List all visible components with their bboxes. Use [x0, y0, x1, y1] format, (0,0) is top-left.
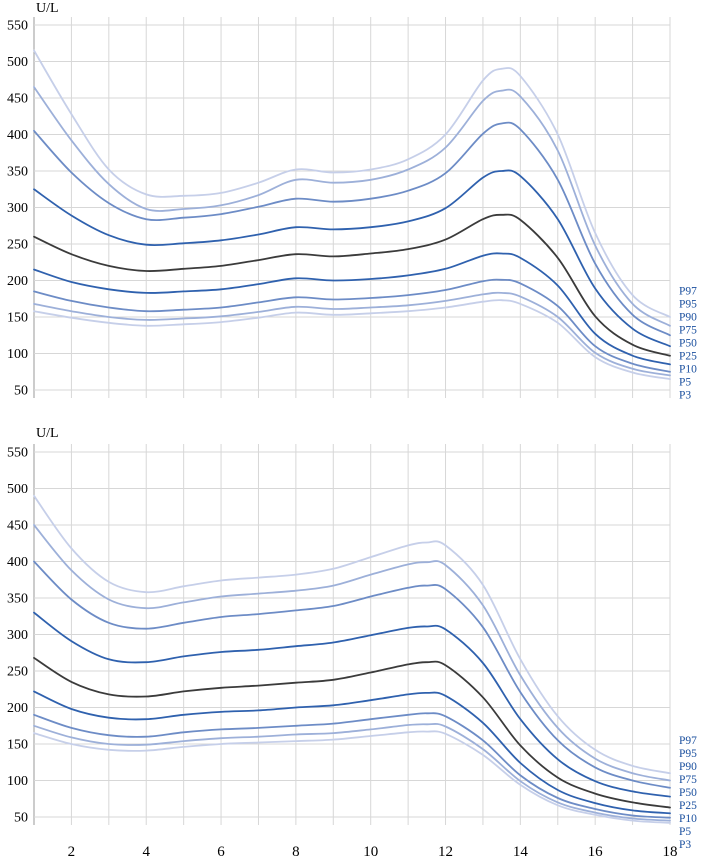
curve-p10 [33, 278, 671, 373]
curve-p3 [33, 299, 671, 380]
y-tick-label: 100 [7, 774, 28, 789]
y-tick-label: 100 [7, 347, 28, 362]
percentile-label-p95: P95 [679, 298, 697, 310]
y-tick-label: 400 [7, 555, 28, 570]
y-tick-label: 350 [7, 165, 28, 180]
percentile-label-p3: P3 [679, 839, 691, 851]
curve-p50 [33, 657, 671, 809]
percentile-label-p97: P97 [679, 735, 697, 747]
percentile-label-p95: P95 [679, 748, 697, 760]
x-tick-label: 16 [588, 844, 604, 860]
percentile-label-p5: P5 [679, 826, 691, 838]
curve-p25 [33, 252, 671, 366]
y-tick-label: 50 [14, 811, 28, 826]
curve-p3 [33, 730, 671, 824]
y-tick-label: 450 [7, 519, 28, 534]
percentile-label-p75: P75 [679, 324, 697, 336]
percentile-label-p50: P50 [679, 787, 697, 799]
chart-panel-top: U/L 550 500 450 400 350 300 250 200 150 100 50 P97 P… [0, 0, 704, 420]
x-tick-label: 6 [217, 844, 225, 860]
curve-p95 [33, 86, 671, 327]
percentile-label-p5: P5 [679, 376, 691, 388]
y-tick-label: 150 [7, 311, 28, 326]
x-tick-label: 8 [292, 844, 300, 860]
y-tick-label: 250 [7, 665, 28, 680]
x-tick-label: 4 [142, 844, 150, 860]
y-tick-label: 450 [7, 92, 28, 107]
y-axis-unit-label: U/L [36, 426, 59, 441]
curve-p75 [33, 169, 671, 348]
chart-panel-bottom: U/L 550 500 450 400 350 300 250 200 150 100 50 2 4 6 8… [0, 420, 704, 866]
percentile-label-p90: P90 [679, 311, 697, 323]
x-tick-label: 10 [363, 844, 378, 860]
percentile-label-p10: P10 [679, 363, 697, 375]
y-tick-label: 500 [7, 55, 28, 70]
percentile-label-p75: P75 [679, 774, 697, 786]
y-tick-label: 150 [7, 738, 28, 753]
curve-p75 [33, 611, 671, 798]
curve-p97 [33, 49, 671, 318]
percentile-line-chart-bottom: 550 500 450 400 350 300 250 200 150 100 50 2 4 6 8 10 12… [7, 444, 697, 860]
curve-p25 [33, 690, 671, 815]
curve-p50 [33, 213, 671, 357]
percentile-label-p25: P25 [679, 800, 697, 812]
y-tick-label: 500 [7, 482, 28, 497]
curve-p10 [33, 712, 671, 819]
percentile-label-p50: P50 [679, 337, 697, 349]
curve-p5 [33, 723, 671, 822]
x-tick-label: 18 [663, 844, 678, 860]
y-tick-label: 300 [7, 201, 28, 216]
curve-p5 [33, 291, 671, 377]
percentile-label-p97: P97 [679, 285, 697, 297]
curve-p95 [33, 524, 671, 782]
y-tick-label: 200 [7, 701, 28, 716]
x-tick-label: 14 [513, 844, 529, 860]
y-tick-label: 300 [7, 628, 28, 643]
y-tick-label: 200 [7, 274, 28, 289]
percentile-label-p25: P25 [679, 350, 697, 362]
percentile-line-chart-top: 550 500 450 400 350 300 250 200 150 100 50 P97P95P9… [7, 17, 697, 401]
curve-p90 [33, 560, 671, 789]
percentile-label-p3: P3 [679, 389, 691, 401]
curve-p90 [33, 121, 671, 337]
y-tick-label: 50 [14, 384, 28, 399]
percentile-label-p90: P90 [679, 761, 697, 773]
y-tick-label: 250 [7, 238, 28, 253]
x-tick-label: 2 [68, 844, 76, 860]
y-tick-label: 400 [7, 128, 28, 143]
y-axis-unit-label: U/L [36, 1, 59, 16]
y-tick-label: 350 [7, 592, 28, 607]
y-tick-label: 550 [7, 19, 28, 34]
x-tick-label: 12 [438, 844, 453, 860]
curve-p97 [33, 494, 671, 775]
percentile-label-p10: P10 [679, 813, 697, 825]
y-tick-label: 550 [7, 446, 28, 461]
